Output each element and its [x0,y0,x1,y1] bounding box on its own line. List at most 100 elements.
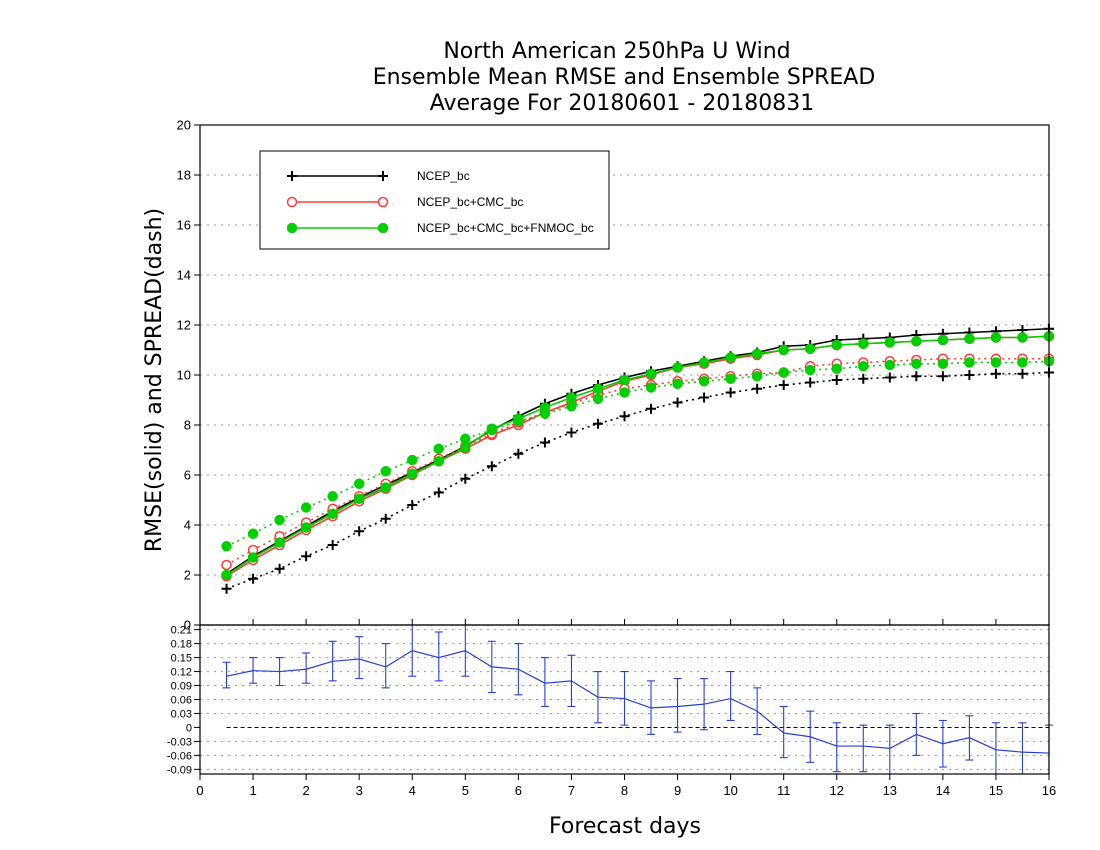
x-axis-title: Forecast days [549,814,701,839]
data-point [805,377,816,388]
y-tick-label: 10 [177,368,191,383]
data-point [751,348,763,359]
legend-item: NCEP_bc+CMC_bc [286,195,523,209]
data-point [619,411,630,422]
data-point [646,403,657,414]
data-point [645,382,657,393]
data-point [778,367,789,378]
legend-item: NCEP_bc+CMC_bc+FNMOC_bc [286,221,594,235]
error-bar [302,652,311,684]
legend-item: NCEP_bc [287,169,470,183]
data-point [1017,332,1028,343]
bottom-panel-grid [200,629,1049,770]
data-point [698,357,710,368]
legend-label: NCEP_bc+CMC_bc [417,195,523,209]
x-tick-label: 0 [196,783,203,798]
data-point [592,393,604,404]
data-point [354,526,365,537]
title-line-2: Ensemble Mean RMSE and Ensemble SPREAD [373,65,876,90]
x-tick-label: 9 [674,783,681,798]
series-ncep-bc [221,323,1054,594]
data-point [725,373,736,384]
data-point [377,196,389,208]
y-tick-label: -0.09 [167,764,192,776]
x-tick-label: 3 [356,783,363,798]
data-point [248,573,259,584]
chart-title: North American 250hPa U Wind Ensemble Me… [373,39,876,116]
spread-line [226,371,1050,590]
error-bar [832,722,841,773]
data-point [778,380,789,390]
data-point [725,387,736,398]
data-point [486,424,498,436]
data-point [539,437,550,448]
data-point [858,373,869,384]
rmse-line [226,327,1050,575]
data-point [247,552,259,563]
data-point [274,563,285,574]
data-point [378,171,388,181]
legend: NCEP_bc NCEP_bc+CMC_bc NCEP_bc+CMC_bc+FNMO… [259,150,610,250]
error-bar [938,719,947,768]
x-tick-label: 13 [883,783,897,798]
bottom-panel-frame [199,624,1050,775]
y-tick-label: 0 [184,618,191,633]
data-point [592,383,604,394]
data-point [539,408,551,419]
data-point [407,468,418,479]
error-bar [1018,722,1027,774]
data-point [937,358,949,369]
error-bar [328,640,337,682]
y-axis-title: RMSE(solid) and SPREAD(dash) [142,208,167,552]
y-tick-label: 0.06 [171,695,192,707]
x-tick-label: 6 [515,783,522,798]
error-bar [912,712,921,756]
data-point [274,514,285,526]
data-point [377,222,389,234]
error-bar [540,657,549,708]
data-point [301,551,312,562]
data-point [300,522,312,533]
data-point [433,443,445,454]
data-point [751,371,763,382]
data-point [964,333,975,344]
error-bar [408,625,417,677]
data-point [725,352,736,363]
bottom-panel-series [222,625,1053,774]
y-tick-label: 2 [184,568,191,583]
data-point [380,513,391,524]
data-point [433,456,445,467]
data-point [566,401,577,412]
top-panel-y-ticks: 0 2 4 6 8 10 12 14 16 18 20 [177,118,200,633]
error-bar [673,677,682,733]
y-tick-label: -0.03 [167,736,192,748]
data-point [698,376,710,387]
y-tick-label: 8 [184,418,191,433]
error-bar [620,671,629,726]
data-point [1017,357,1028,368]
data-point [327,540,338,550]
x-tick-label: 4 [409,783,416,798]
data-point [911,371,922,382]
data-point [619,374,630,386]
error-bar [249,657,258,684]
data-point [672,378,683,389]
error-bar [275,657,284,687]
data-point [433,487,444,498]
legend-label: NCEP_bc+CMC_bc+FNMOC_bc [417,221,594,235]
data-point [300,502,312,513]
x-tick-label: 1 [249,783,256,798]
title-line-3: Average For 20180601 - 20180831 [430,91,815,116]
data-point [566,427,577,438]
data-point [831,363,842,374]
error-bar [779,705,788,759]
y-tick-label: 4 [184,518,191,533]
x-tick-label: 12 [830,783,844,798]
data-point [327,491,338,502]
x-tick-label: 8 [621,783,628,798]
y-tick-label: 20 [177,118,191,133]
data-point [407,500,418,510]
data-point [990,332,1002,343]
error-bar [726,671,735,722]
y-tick-label: 0.15 [171,653,192,665]
